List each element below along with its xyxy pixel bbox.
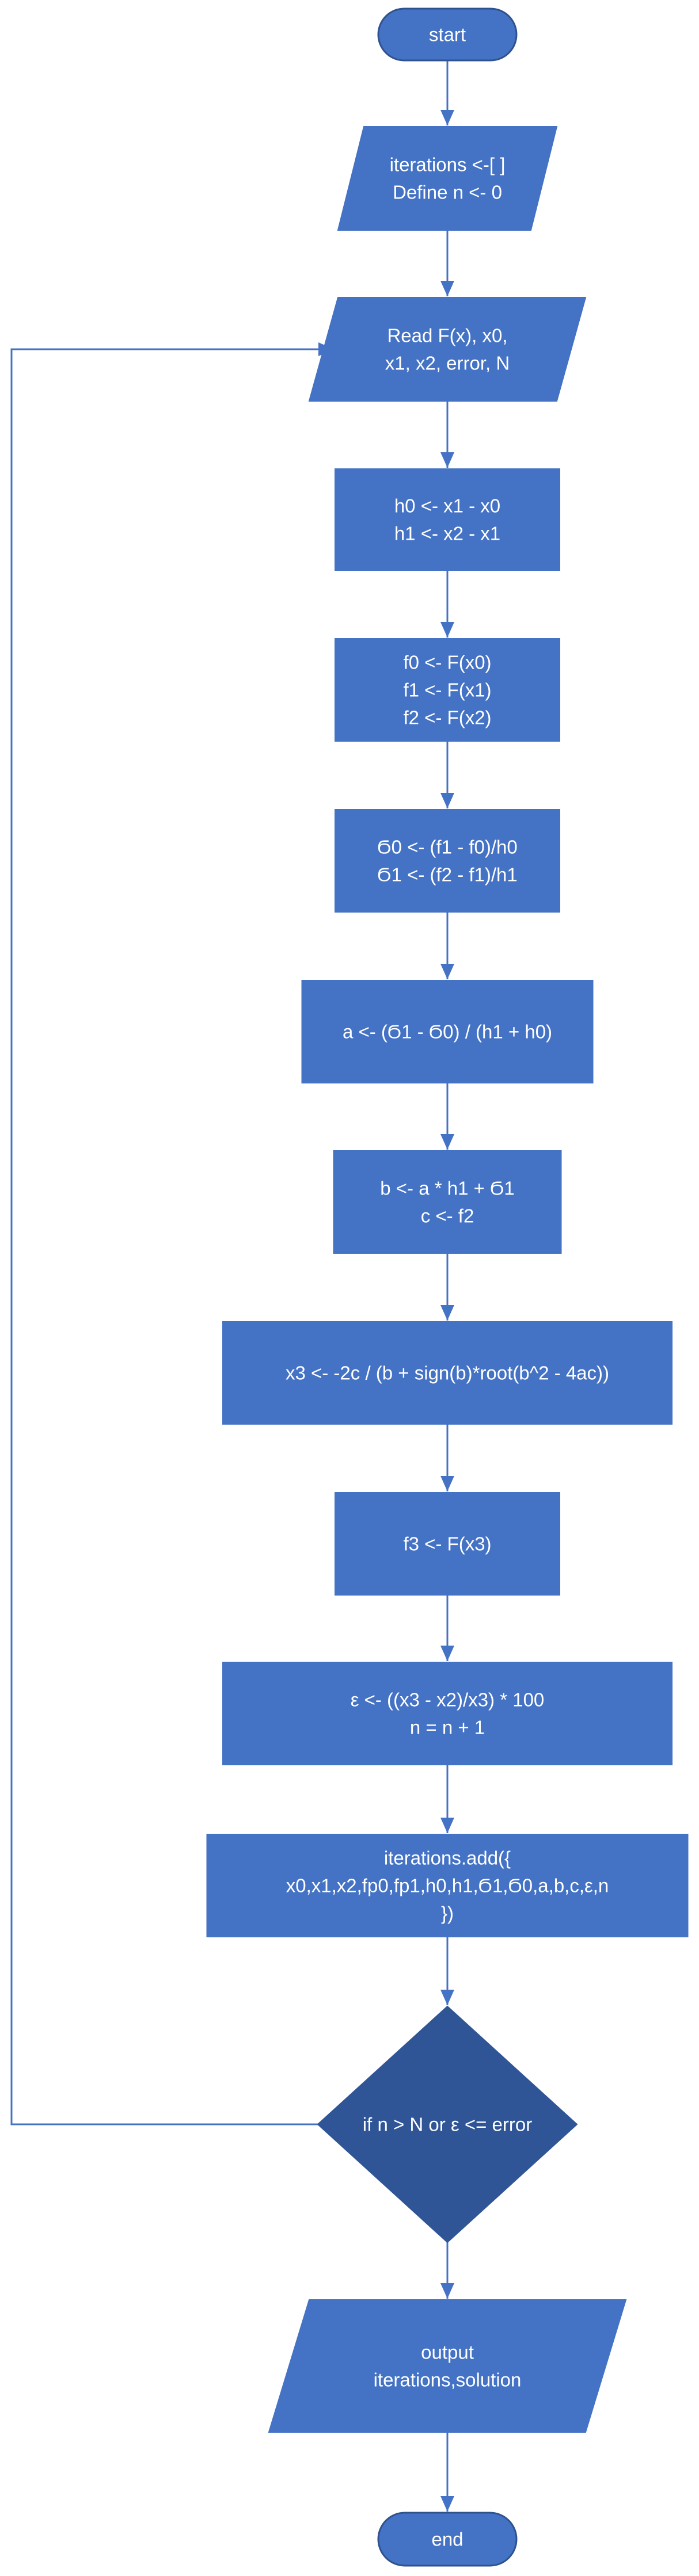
process-box-shape bbox=[335, 1492, 560, 1596]
node-label-line: end bbox=[431, 2529, 463, 2550]
node-x3: x3 <- -2c / (b + sign(b)*root(b^2 - 4ac)… bbox=[222, 1321, 673, 1425]
node-init: iterations <-[ ] Define n <- 0 bbox=[337, 126, 558, 231]
node-label-line: Define n <- 0 bbox=[393, 182, 502, 203]
node-label-line: Ϭ0 <- (f1 - f0)/h0 bbox=[377, 837, 518, 858]
node-label-line: x1, x2, error, N bbox=[385, 353, 510, 374]
process-box-shape bbox=[222, 1321, 673, 1425]
io-parallelogram-shape bbox=[337, 126, 558, 231]
terminator-shape bbox=[377, 7, 518, 62]
node-h: h0 <- x1 - x0 h1 <- x2 - x1 bbox=[335, 468, 560, 571]
node-label-line: n = n + 1 bbox=[410, 1717, 485, 1738]
node-label-line: start bbox=[429, 24, 466, 45]
node-start: start bbox=[377, 7, 518, 62]
node-label-line: a <- (Ϭ1 - Ϭ0) / (h1 + h0) bbox=[343, 1021, 552, 1043]
node-label-line: f1 <- F(x1) bbox=[403, 680, 491, 701]
node-f3: f3 <- F(x3) bbox=[335, 1492, 560, 1596]
node-label-line: b <- a * h1 + Ϭ1 bbox=[380, 1178, 514, 1199]
node-label-line: h1 <- x2 - x1 bbox=[394, 523, 500, 544]
node-err: ε <- ((x3 - x2)/x3) * 100 n = n + 1 bbox=[222, 1662, 673, 1765]
process-box-shape bbox=[335, 638, 560, 742]
node-sigma: Ϭ0 <- (f1 - f0)/h0 Ϭ1 <- (f2 - f1)/h1 bbox=[335, 809, 560, 913]
node-end: end bbox=[377, 2512, 518, 2567]
node-label-line: f0 <- F(x0) bbox=[403, 652, 491, 673]
flow-nodes: start iterations <-[ ] Define n <- 0 Read F… bbox=[206, 7, 689, 2567]
node-label-line: f2 <- F(x2) bbox=[403, 707, 491, 728]
node-label-line: Read F(x), x0, bbox=[387, 325, 507, 346]
process-box-shape bbox=[335, 468, 560, 571]
process-box-shape bbox=[333, 1150, 562, 1254]
decision-diamond-shape bbox=[317, 2005, 578, 2243]
node-label-line: h0 <- x1 - x0 bbox=[394, 495, 500, 517]
node-output: output iterations,solution bbox=[268, 2299, 627, 2433]
process-box-shape bbox=[222, 1662, 673, 1765]
node-label-line: iterations <-[ ] bbox=[390, 154, 506, 175]
node-decision: if n > N or ε <= error bbox=[317, 2005, 578, 2243]
node-label-line: }) bbox=[441, 1903, 454, 1924]
process-box-shape bbox=[301, 980, 594, 1083]
node-label-line: x3 <- -2c / (b + sign(b)*root(b^2 - 4ac)… bbox=[286, 1363, 609, 1384]
node-add: iterations.add({ x0,x1,x2,fp0,fp1,h0,h1,Ϭ… bbox=[206, 1834, 689, 1937]
node-bc: b <- a * h1 + Ϭ1 c <- f2 bbox=[333, 1150, 562, 1254]
node-label-line: ε <- ((x3 - x2)/x3) * 100 bbox=[351, 1689, 545, 1711]
io-parallelogram-shape bbox=[268, 2299, 627, 2433]
arrow-decision-loop-to-read bbox=[10, 342, 334, 2125]
node-f: f0 <- F(x0) f1 <- F(x1) f2 <- F(x2) bbox=[335, 638, 560, 742]
node-label-line: iterations.add({ bbox=[384, 1848, 511, 1869]
flow-connectors bbox=[10, 60, 454, 2512]
node-label-line: x0,x1,x2,fp0,fp1,h0,h1,Ϭ1,Ϭ0,a,b,c,ε,n bbox=[286, 1875, 609, 1896]
node-a: a <- (Ϭ1 - Ϭ0) / (h1 + h0) bbox=[301, 980, 594, 1083]
process-box-shape bbox=[335, 809, 560, 913]
node-label-line: Ϭ1 <- (f2 - f1)/h1 bbox=[377, 864, 518, 886]
node-read: Read F(x), x0, x1, x2, error, N bbox=[308, 297, 587, 402]
node-label-line: f3 <- F(x3) bbox=[403, 1533, 491, 1555]
process-box-shape bbox=[206, 1834, 689, 1937]
node-label-line: output bbox=[421, 2342, 474, 2363]
node-label-line: iterations,solution bbox=[374, 2369, 522, 2391]
node-label-line: c <- f2 bbox=[421, 1205, 474, 1227]
terminator-shape bbox=[377, 2512, 518, 2567]
io-parallelogram-shape bbox=[308, 297, 587, 402]
node-label-line: if n > N or ε <= error bbox=[363, 2114, 532, 2135]
